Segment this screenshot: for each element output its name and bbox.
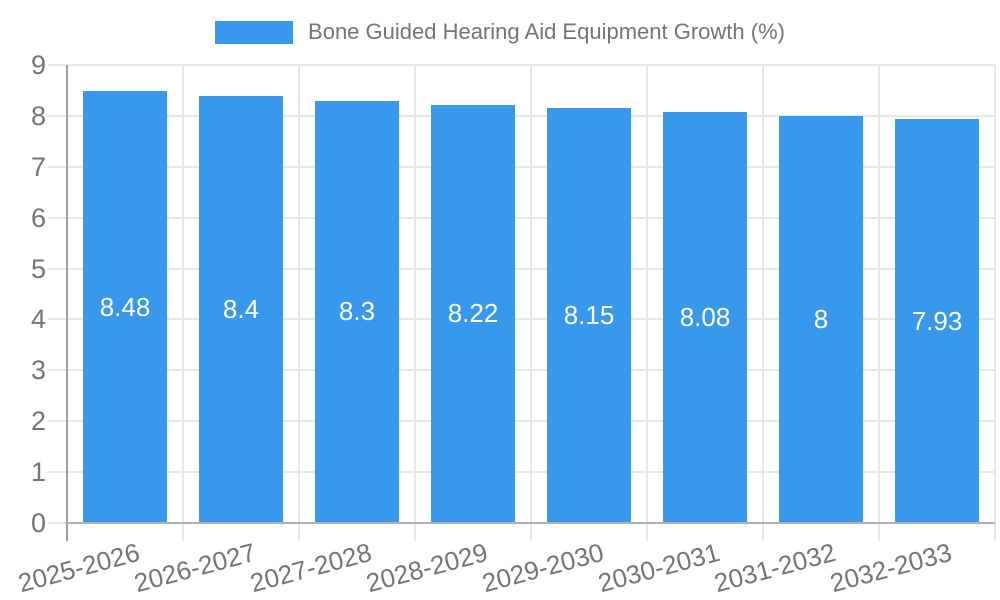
- gridline-vertical: [994, 65, 996, 541]
- y-tick-label: 6: [30, 202, 46, 233]
- gridline-horizontal: [48, 471, 995, 474]
- bar-value-label: 7.93: [911, 305, 963, 336]
- y-tick-label: 4: [30, 304, 46, 335]
- bar-value-label: 8.3: [338, 296, 376, 327]
- gridline-horizontal: [48, 114, 995, 117]
- gridline-horizontal: [48, 267, 995, 270]
- bar[interactable]: 7.93: [895, 119, 979, 523]
- bar-value-label: 8.15: [563, 300, 615, 331]
- x-axis-line: [65, 522, 995, 524]
- gridline-horizontal: [48, 369, 995, 372]
- bar[interactable]: 8.22: [431, 104, 515, 523]
- y-axis-line: [66, 65, 68, 541]
- x-axis-label: 2030-2031: [594, 537, 723, 599]
- bar-value-label: 8.22: [447, 298, 499, 329]
- gridline-vertical: [878, 65, 880, 541]
- gridline-vertical: [414, 65, 416, 541]
- bar-value-label: 8.48: [99, 291, 151, 322]
- gridline-horizontal: [48, 165, 995, 168]
- gridline-vertical: [530, 65, 532, 541]
- legend-swatch: [215, 20, 294, 44]
- x-axis-label: 2026-2027: [130, 537, 259, 599]
- bar[interactable]: 8.3: [315, 100, 399, 523]
- x-axis-label: 2031-2032: [710, 537, 839, 599]
- bar[interactable]: 8: [779, 115, 863, 523]
- y-tick-label: 5: [30, 253, 46, 284]
- x-axis-label: 2032-2033: [826, 537, 955, 599]
- bar-value-label: 8.08: [679, 301, 731, 332]
- x-axis-label: 2028-2029: [362, 537, 491, 599]
- y-tick-label: 8: [30, 100, 46, 131]
- y-tick-label: 9: [30, 50, 46, 80]
- gridline-horizontal: [48, 64, 995, 66]
- y-tick-label: 3: [30, 355, 46, 386]
- gridline-horizontal: [48, 420, 995, 423]
- gridline-vertical: [298, 65, 300, 541]
- gridline-vertical: [762, 65, 764, 541]
- y-tick-label: 7: [30, 151, 46, 182]
- gridline-vertical: [182, 65, 184, 541]
- legend-item[interactable]: Bone Guided Hearing Aid Equipment Growth…: [0, 19, 1000, 45]
- legend-label: Bone Guided Hearing Aid Equipment Growth…: [308, 19, 785, 44]
- gridline-horizontal: [48, 216, 995, 219]
- gridline-vertical: [646, 65, 648, 541]
- y-tick-label: 0: [30, 508, 46, 538]
- gridline-horizontal: [48, 318, 995, 321]
- y-tick-label: 2: [30, 406, 46, 437]
- bar[interactable]: 8.48: [83, 91, 167, 523]
- x-axis-label: 2029-2030: [478, 537, 607, 599]
- bar-value-label: 8: [813, 303, 829, 334]
- x-axis-label: 2027-2028: [246, 537, 375, 599]
- bar[interactable]: 8.15: [547, 108, 631, 523]
- bar[interactable]: 8.08: [663, 111, 747, 523]
- bar-value-label: 8.4: [222, 293, 260, 324]
- bar[interactable]: 8.4: [199, 95, 283, 523]
- x-axis-label: 2025-2026: [14, 537, 143, 599]
- y-tick-label: 1: [30, 457, 46, 488]
